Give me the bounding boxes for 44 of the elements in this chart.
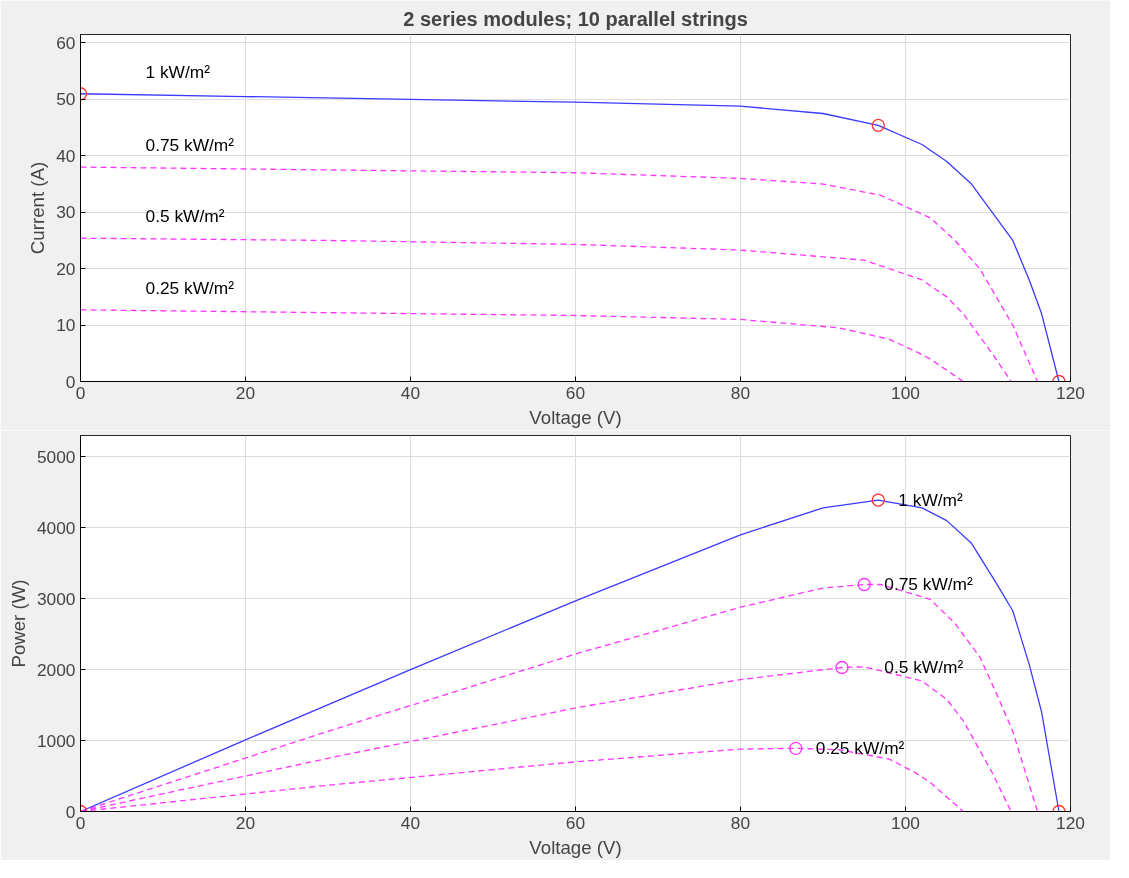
point xyxy=(789,741,803,755)
y-tick-label: 4000 xyxy=(36,517,76,538)
series-label: 0.5 kW/m² xyxy=(145,206,225,227)
x-tick-label: 20 xyxy=(235,812,256,833)
x-tick-label: 20 xyxy=(235,382,256,403)
y-tick-label: 2000 xyxy=(36,659,76,680)
x-tick-label: 100 xyxy=(891,812,920,833)
series-label: 0.5 kW/m² xyxy=(884,656,964,677)
x-tick-label: 60 xyxy=(565,812,586,833)
y-tick-label: 3000 xyxy=(36,588,76,609)
x-tick-label: 60 xyxy=(565,382,586,403)
y-tick-label: 20 xyxy=(56,258,76,279)
y-tick-label: 10 xyxy=(56,315,76,336)
x-tick-label: 40 xyxy=(400,812,421,833)
line-series xyxy=(80,237,1012,382)
x-tick-label: 80 xyxy=(730,382,751,403)
y-axis-title: Power (W) xyxy=(7,579,29,668)
series-label: 1 kW/m² xyxy=(145,61,211,82)
x-tick-label: 120 xyxy=(1056,812,1085,833)
y-tick-label: 5000 xyxy=(36,446,76,467)
x-axis-title: Voltage (V) xyxy=(529,836,622,858)
y-axis-title: Current (A) xyxy=(27,161,49,255)
point xyxy=(835,660,849,675)
line-series xyxy=(80,93,1060,382)
y-tick-label: 30 xyxy=(56,202,76,223)
series-label: 0.25 kW/m² xyxy=(815,738,905,759)
series-label: 0.75 kW/m² xyxy=(884,574,974,595)
point xyxy=(871,118,885,132)
point xyxy=(871,493,885,507)
x-tick-label: 100 xyxy=(891,382,920,403)
y-tick-label: 50 xyxy=(56,89,76,110)
x-tick-label: 120 xyxy=(1056,382,1085,403)
y-tick-label: 40 xyxy=(56,145,76,166)
series-label: 0.75 kW/m² xyxy=(145,135,235,156)
x-tick-label: 80 xyxy=(730,812,751,833)
y-tick-label: 60 xyxy=(56,32,76,53)
x-tick-label: 40 xyxy=(400,382,421,403)
series-label: 0.25 kW/m² xyxy=(145,277,235,298)
x-axis-title: Voltage (V) xyxy=(529,406,622,428)
line-series xyxy=(80,166,1039,382)
y-tick-label: 1000 xyxy=(36,730,76,751)
line-series xyxy=(80,309,964,382)
chart-title: 2 series modules; 10 parallel strings xyxy=(403,7,748,30)
point xyxy=(857,577,871,592)
